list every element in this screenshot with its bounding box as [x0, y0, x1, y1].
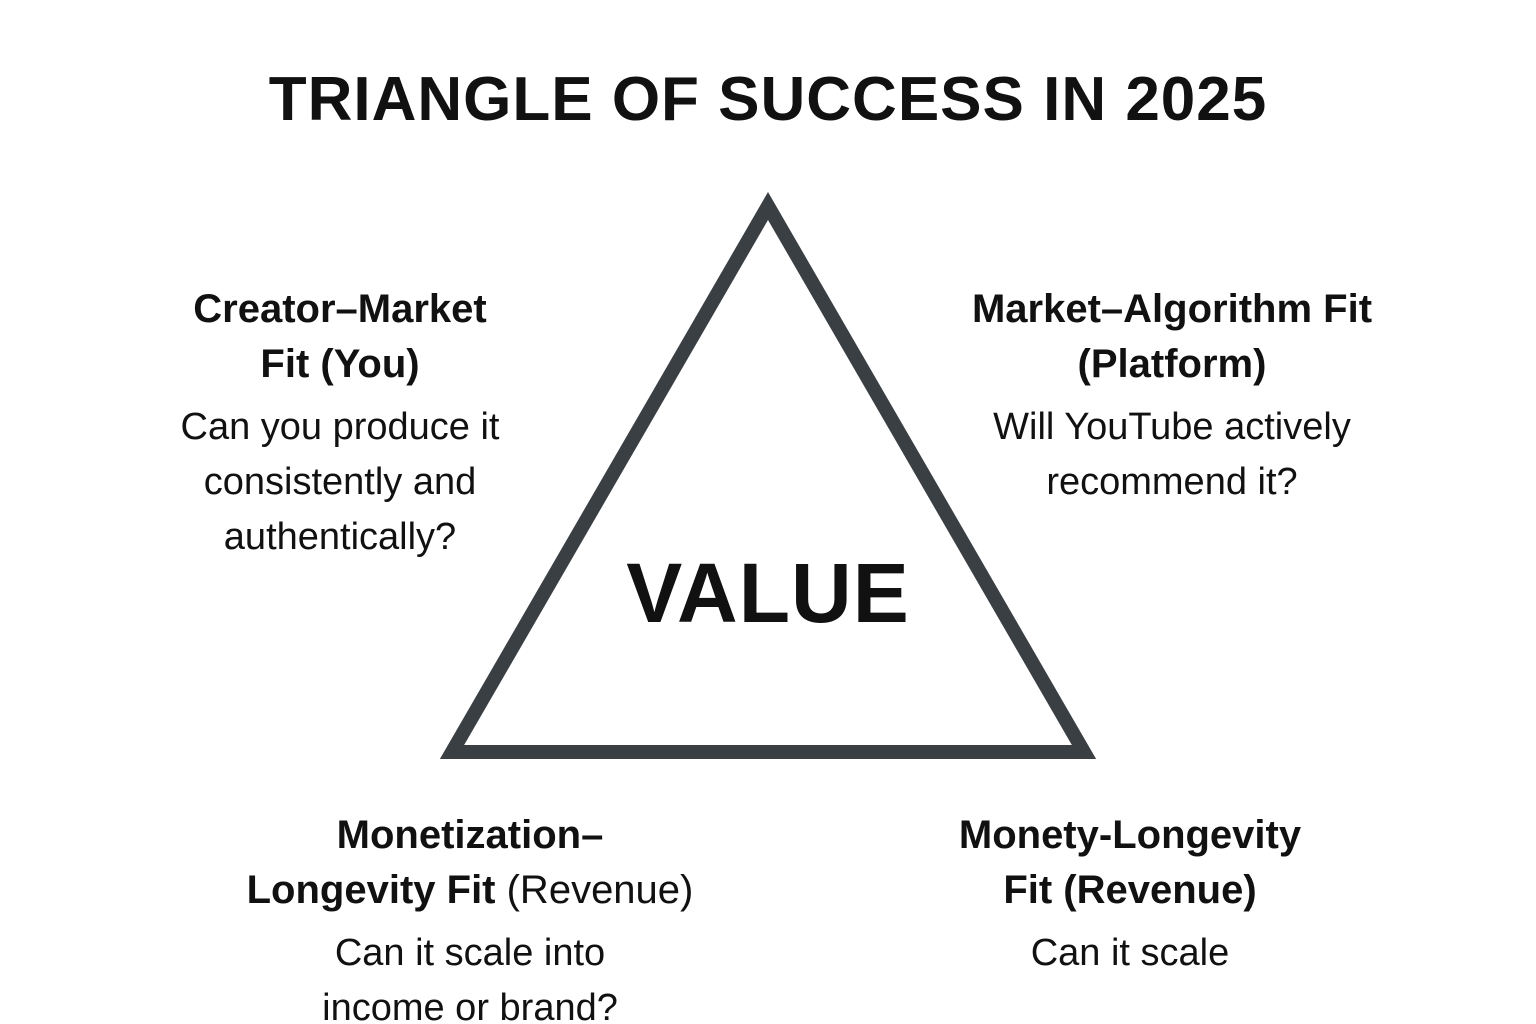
creator-market-fit-heading: Creator–Market Fit (You) [100, 282, 580, 392]
market-algorithm-fit-heading: Market–Algorithm Fit (Platform) [912, 282, 1432, 392]
creator-market-fit-block: Creator–Market Fit (You) Can you produce… [100, 282, 580, 565]
description-line: income or brand? [322, 987, 618, 1024]
heading-line: Longevity Fit (Revenue) [200, 863, 740, 918]
heading-bold-part: Longevity Fit [246, 868, 507, 912]
monetization-longevity-fit-description: Can it scale into income or brand? [200, 926, 740, 1024]
creator-market-fit-description: Can you produce it consistently and auth… [100, 400, 580, 565]
center-value-label: VALUE [626, 546, 910, 640]
success-triangle [439, 192, 1097, 759]
description-line: recommend it? [1046, 461, 1298, 503]
monety-longevity-fit-block: Monety-Longevity Fit (Revenue) Can it sc… [890, 808, 1370, 981]
monety-longevity-fit-description: Can it scale [890, 926, 1370, 981]
description-line: Can you produce it [180, 406, 500, 448]
market-algorithm-fit-block: Market–Algorithm Fit (Platform) Will You… [912, 282, 1432, 510]
description-line: Will YouTube actively [993, 406, 1351, 448]
monety-longevity-fit-heading: Monety-Longevity Fit (Revenue) [890, 808, 1370, 918]
heading-light-part: (Revenue) [506, 868, 694, 912]
heading-line: Fit (You) [260, 342, 420, 386]
heading-line: Monetization– [336, 813, 604, 857]
description-line: authentically? [223, 516, 457, 558]
description-line: consistently and [203, 461, 477, 503]
market-algorithm-fit-description: Will YouTube actively recommend it? [912, 400, 1432, 510]
description-line: Can it scale [1030, 932, 1230, 974]
heading-line: (Platform) [1077, 342, 1267, 386]
monetization-longevity-fit-block: Monetization– Longevity Fit (Revenue) Ca… [200, 808, 740, 1024]
description-line: Can it scale into [334, 932, 606, 974]
heading-line: Fit (Revenue) [1003, 868, 1257, 912]
heading-line: Creator–Market [193, 287, 487, 331]
heading-line: Market–Algorithm Fit [971, 287, 1373, 331]
page-title: TRIANGLE OF SUCCESS IN 2025 [268, 65, 1268, 134]
monetization-longevity-fit-heading: Monetization– Longevity Fit (Revenue) [200, 808, 740, 918]
heading-line: Monety-Longevity [958, 813, 1302, 857]
